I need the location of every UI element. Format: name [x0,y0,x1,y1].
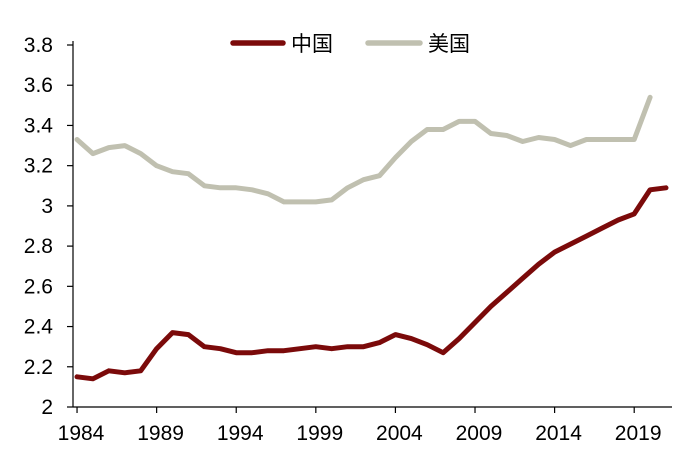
y-tick-label: 2.8 [24,235,53,258]
x-tick-label: 1984 [58,422,105,445]
x-tick-label: 1989 [137,422,184,445]
x-tick-label: 2004 [376,422,423,445]
y-tick-label: 2.4 [24,316,54,339]
series-line-china [74,185,669,382]
legend-item-china: 中国 [230,32,333,56]
legend-item-usa: 美国 [365,32,470,56]
legend: 中国 美国 [230,32,470,56]
y-axis-ticks: 2 2.2 2.4 2.6 2.8 3 3.2 3.4 3.6 3.8 [24,34,73,419]
x-tick-label: 2014 [535,422,582,445]
x-tick-label: 1994 [217,422,264,445]
plot-lines [74,94,669,382]
axes [72,41,672,408]
y-tick-label: 3.6 [24,74,53,97]
y-tick-label: 2.6 [24,275,53,298]
x-tick-label: 1999 [296,422,343,445]
y-tick-label: 3.4 [24,114,54,137]
x-tick-label: 2019 [615,422,662,445]
y-tick-label: 3.8 [24,34,53,57]
series-line-usa [74,94,653,205]
x-axis-ticks: 1984 1989 1994 1999 2004 2009 2014 2019 [58,407,662,445]
legend-label: 中国 [291,32,333,56]
y-tick-label: 3.2 [24,155,53,178]
legend-label: 美国 [428,32,470,56]
y-tick-label: 2 [41,396,53,419]
y-tick-label: 3 [41,195,53,218]
x-tick-label: 2009 [456,422,503,445]
y-tick-label: 2.2 [24,356,53,379]
